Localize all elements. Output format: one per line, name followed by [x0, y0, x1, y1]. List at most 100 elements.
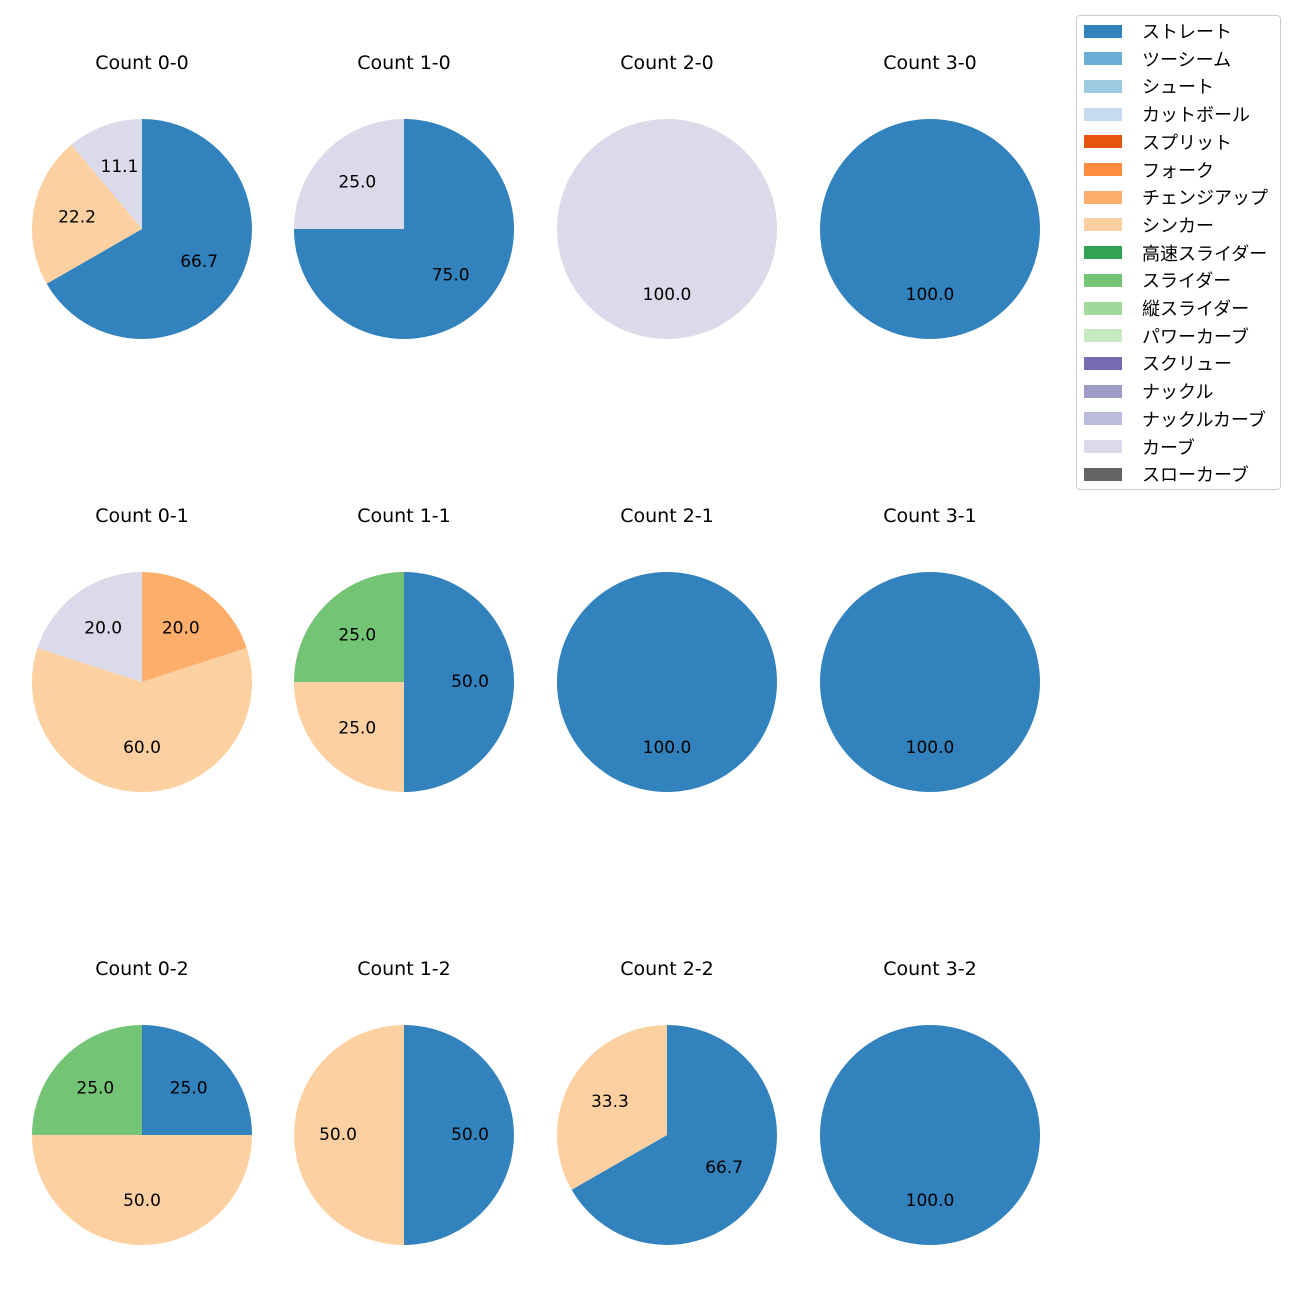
pie-1: Count 0-0 66.7 22.2 11.1: [31, 52, 253, 339]
pie-7: Count 2-1 100.0: [557, 505, 777, 792]
pie-slice: [71, 119, 142, 229]
slice-label: 22.2: [58, 207, 96, 227]
pie-slice: [404, 572, 514, 792]
slice-label: 50.0: [319, 1125, 357, 1145]
legend-swatch: [1084, 107, 1122, 121]
pie-title: Count 3-0: [883, 52, 977, 74]
slice-label: 50.0: [123, 1191, 161, 1211]
pie-slice: [294, 1025, 404, 1245]
pie-slice: [820, 1025, 1040, 1245]
legend-label: 縦スライダー: [1142, 299, 1250, 320]
slice-label: 33.3: [591, 1092, 629, 1112]
pie-slice: [571, 1025, 777, 1245]
pie-4: Count 3-0 100.0: [820, 52, 1040, 339]
legend-swatch: [1084, 412, 1122, 426]
pie-3: Count 2-0 100.0: [557, 52, 777, 339]
pie-slice: [294, 572, 404, 682]
pie-title: Count 0-2: [95, 958, 189, 980]
pie-slice: [37, 572, 142, 682]
legend-swatch: [1084, 440, 1122, 453]
pie-12: Count 3-2 100.0: [820, 958, 1040, 1245]
legend-swatch: [1084, 79, 1122, 93]
legend-label: ストレート: [1142, 22, 1232, 43]
slice-label: 100.0: [906, 285, 955, 305]
slice-label: 25.0: [338, 625, 376, 645]
legend-label: パワーカーブ: [1142, 326, 1249, 348]
slice-label: 75.0: [432, 266, 470, 286]
slice-label: 66.7: [705, 1158, 743, 1178]
legend-item: シュート: [1084, 72, 1214, 100]
pie-slice: [32, 1025, 142, 1135]
pie-title: Count 2-0: [620, 52, 714, 74]
legend-swatch: [1084, 329, 1122, 343]
pie-8: Count 3-1 100.0: [820, 505, 1040, 792]
legend-label: カットボール: [1142, 105, 1250, 127]
pie-title: Count 2-1: [620, 505, 714, 527]
pie-title: Count 1-1: [357, 505, 451, 527]
legend-swatch: [1084, 273, 1122, 287]
slice-label: 50.0: [451, 672, 489, 692]
slice-label: 20.0: [162, 619, 200, 639]
slice-label: 25.0: [338, 719, 376, 739]
pie-title: Count 1-2: [357, 958, 451, 980]
pie-slice: [142, 572, 247, 682]
pie-11: Count 2-2 66.7 33.3: [556, 958, 777, 1245]
legend-item: ストレート: [1084, 17, 1232, 45]
slice-label: 25.0: [170, 1078, 208, 1098]
pie-title: Count 0-0: [95, 52, 189, 74]
pie-slice: [294, 119, 404, 229]
legend-swatch: [1084, 384, 1122, 398]
slice-label: 25.0: [76, 1078, 114, 1098]
legend-item: カットボール: [1084, 100, 1250, 128]
legend-item: フォーク: [1084, 156, 1214, 184]
legend-item: スライダー: [1084, 266, 1231, 294]
slice-label: 100.0: [906, 1191, 955, 1211]
legend-item: カーブ: [1084, 433, 1195, 461]
legend-swatch: [1084, 218, 1122, 232]
legend-item: チェンジアップ: [1084, 183, 1268, 211]
legend-label: チェンジアップ: [1142, 188, 1268, 210]
pie-slice: [46, 119, 253, 339]
legend-item: スローカーブ: [1084, 460, 1249, 488]
legend-item: ツーシーム: [1084, 45, 1231, 73]
legend-item: シンカー: [1084, 211, 1214, 239]
legend-swatch: [1084, 135, 1122, 149]
pie-slice: [820, 572, 1040, 792]
slice-label: 66.7: [180, 252, 218, 272]
pie-5: Count 0-1 20.0 60.0 20.0: [31, 505, 252, 792]
legend-label: スプリット: [1142, 132, 1232, 154]
legend: ストレートツーシームシュートカットボール スプリット フォークチェンジアップ シンカー…: [1076, 15, 1281, 490]
legend-label: ツーシーム: [1142, 49, 1232, 71]
legend-item: パワーカーブ: [1084, 322, 1249, 350]
pie-10: Count 1-2 50.0 50.0: [294, 958, 514, 1245]
legend-label: カーブ: [1142, 437, 1195, 459]
legend-label: ナックル: [1142, 382, 1214, 404]
pie-slice: [32, 1135, 252, 1245]
legend-swatch: [1084, 246, 1122, 260]
pie-9: Count 0-2 25.0 50.0 25.0: [32, 958, 252, 1245]
pie-slice: [31, 144, 143, 284]
legend-item: スプリット: [1084, 128, 1232, 156]
legend-label: シュート: [1142, 77, 1214, 99]
legend-swatch: [1084, 467, 1122, 481]
legend-label: シンカー: [1142, 215, 1214, 237]
pie-title: Count 1-0: [357, 52, 451, 74]
slice-label: 20.0: [84, 619, 122, 639]
pie-slice: [557, 119, 777, 339]
slice-label: 60.0: [123, 738, 161, 758]
slice-label: 11.1: [101, 157, 139, 177]
legend-label: スローカーブ: [1142, 465, 1249, 487]
legend-swatch: [1084, 24, 1122, 38]
legend-item: 高速スライダー: [1084, 239, 1267, 267]
pie-title: Count 3-2: [883, 958, 977, 980]
pie-slice: [142, 1025, 252, 1135]
legend-label: 高速スライダー: [1142, 243, 1268, 265]
slice-label: 100.0: [906, 738, 955, 758]
slice-label: 100.0: [643, 738, 692, 758]
legend-label: スクリュー: [1142, 354, 1232, 376]
pie-title: Count 3-1: [883, 505, 977, 527]
legend-swatch: [1084, 301, 1122, 315]
legend-item: ナックルカーブ: [1084, 405, 1266, 433]
legend-item: 縦スライダー: [1084, 294, 1249, 322]
